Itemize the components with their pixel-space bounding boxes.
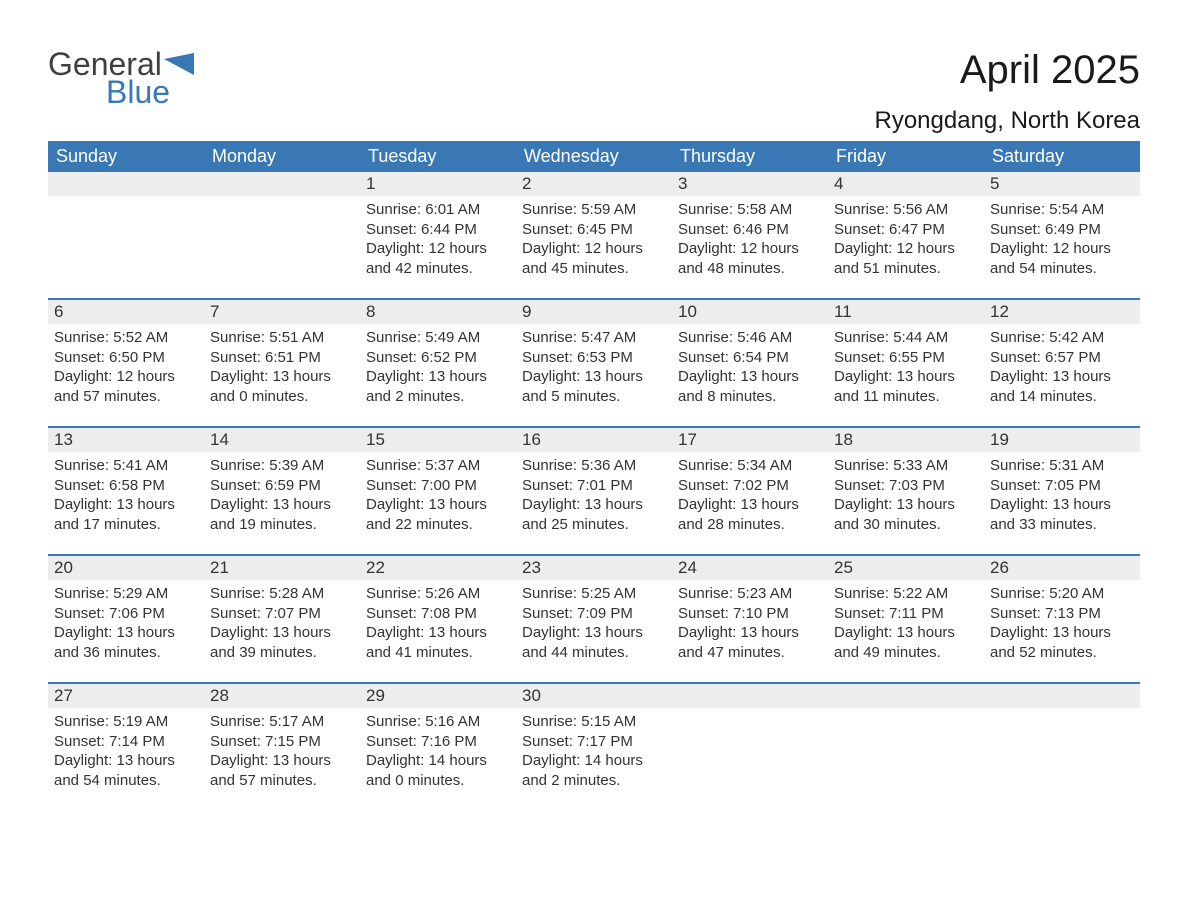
day-detail-cell: Sunrise: 5:31 AM Sunset: 7:05 PM Dayligh… — [984, 452, 1140, 555]
daynum-row: 13141516171819 — [48, 427, 1140, 452]
logo-text: General Blue — [48, 48, 194, 108]
day-detail-cell: Sunrise: 5:47 AM Sunset: 6:53 PM Dayligh… — [516, 324, 672, 427]
logo: General Blue — [48, 48, 194, 108]
daynum-row: 12345 — [48, 172, 1140, 196]
weekday-header: Saturday — [984, 141, 1140, 172]
day-detail-cell: Sunrise: 5:58 AM Sunset: 6:46 PM Dayligh… — [672, 196, 828, 299]
day-number-cell: 15 — [360, 427, 516, 452]
day-detail-cell: Sunrise: 5:33 AM Sunset: 7:03 PM Dayligh… — [828, 452, 984, 555]
page-title: April 2025 — [875, 48, 1141, 93]
page: General Blue April 2025 Ryongdang, North… — [0, 0, 1188, 794]
calendar-head: Sunday Monday Tuesday Wednesday Thursday… — [48, 141, 1140, 172]
header-row: General Blue April 2025 Ryongdang, North… — [48, 48, 1140, 135]
day-detail-cell: Sunrise: 5:54 AM Sunset: 6:49 PM Dayligh… — [984, 196, 1140, 299]
day-detail-cell: Sunrise: 5:22 AM Sunset: 7:11 PM Dayligh… — [828, 580, 984, 683]
day-detail-cell: Sunrise: 5:42 AM Sunset: 6:57 PM Dayligh… — [984, 324, 1140, 427]
day-number-cell — [48, 172, 204, 196]
day-detail-cell: Sunrise: 5:52 AM Sunset: 6:50 PM Dayligh… — [48, 324, 204, 427]
day-detail-cell: Sunrise: 5:46 AM Sunset: 6:54 PM Dayligh… — [672, 324, 828, 427]
day-detail-cell: Sunrise: 5:44 AM Sunset: 6:55 PM Dayligh… — [828, 324, 984, 427]
weekday-header: Thursday — [672, 141, 828, 172]
day-detail-cell: Sunrise: 5:49 AM Sunset: 6:52 PM Dayligh… — [360, 324, 516, 427]
weekday-header: Sunday — [48, 141, 204, 172]
day-number-cell — [984, 683, 1140, 708]
day-number-cell — [672, 683, 828, 708]
weekday-header: Friday — [828, 141, 984, 172]
day-number-cell: 14 — [204, 427, 360, 452]
day-number-cell: 10 — [672, 299, 828, 324]
day-detail-cell — [984, 708, 1140, 794]
day-detail-cell: Sunrise: 5:20 AM Sunset: 7:13 PM Dayligh… — [984, 580, 1140, 683]
day-number-cell: 22 — [360, 555, 516, 580]
day-number-cell: 18 — [828, 427, 984, 452]
day-number-cell — [828, 683, 984, 708]
day-number-cell: 1 — [360, 172, 516, 196]
day-number-cell: 4 — [828, 172, 984, 196]
calendar-body: 12345Sunrise: 6:01 AM Sunset: 6:44 PM Da… — [48, 172, 1140, 794]
page-subtitle: Ryongdang, North Korea — [875, 107, 1141, 135]
day-number-cell: 25 — [828, 555, 984, 580]
detail-row: Sunrise: 5:52 AM Sunset: 6:50 PM Dayligh… — [48, 324, 1140, 427]
day-detail-cell: Sunrise: 5:28 AM Sunset: 7:07 PM Dayligh… — [204, 580, 360, 683]
day-detail-cell: Sunrise: 5:37 AM Sunset: 7:00 PM Dayligh… — [360, 452, 516, 555]
day-number-cell: 8 — [360, 299, 516, 324]
day-detail-cell: Sunrise: 5:19 AM Sunset: 7:14 PM Dayligh… — [48, 708, 204, 794]
day-detail-cell — [204, 196, 360, 299]
day-number-cell: 5 — [984, 172, 1140, 196]
day-detail-cell: Sunrise: 5:23 AM Sunset: 7:10 PM Dayligh… — [672, 580, 828, 683]
day-number-cell: 16 — [516, 427, 672, 452]
logo-word2: Blue — [106, 76, 194, 108]
day-number-cell: 26 — [984, 555, 1140, 580]
day-number-cell: 24 — [672, 555, 828, 580]
day-detail-cell: Sunrise: 5:26 AM Sunset: 7:08 PM Dayligh… — [360, 580, 516, 683]
day-detail-cell: Sunrise: 5:29 AM Sunset: 7:06 PM Dayligh… — [48, 580, 204, 683]
day-number-cell: 9 — [516, 299, 672, 324]
weekday-header: Tuesday — [360, 141, 516, 172]
day-number-cell: 3 — [672, 172, 828, 196]
day-detail-cell: Sunrise: 5:36 AM Sunset: 7:01 PM Dayligh… — [516, 452, 672, 555]
day-detail-cell: Sunrise: 5:16 AM Sunset: 7:16 PM Dayligh… — [360, 708, 516, 794]
day-number-cell: 12 — [984, 299, 1140, 324]
day-number-cell: 7 — [204, 299, 360, 324]
detail-row: Sunrise: 5:29 AM Sunset: 7:06 PM Dayligh… — [48, 580, 1140, 683]
day-number-cell: 13 — [48, 427, 204, 452]
daynum-row: 6789101112 — [48, 299, 1140, 324]
weekday-row: Sunday Monday Tuesday Wednesday Thursday… — [48, 141, 1140, 172]
daynum-row: 27282930 — [48, 683, 1140, 708]
day-detail-cell — [672, 708, 828, 794]
day-number-cell: 28 — [204, 683, 360, 708]
day-detail-cell: Sunrise: 5:59 AM Sunset: 6:45 PM Dayligh… — [516, 196, 672, 299]
day-number-cell: 2 — [516, 172, 672, 196]
day-detail-cell: Sunrise: 5:39 AM Sunset: 6:59 PM Dayligh… — [204, 452, 360, 555]
day-number-cell: 11 — [828, 299, 984, 324]
day-number-cell: 20 — [48, 555, 204, 580]
day-detail-cell: Sunrise: 5:17 AM Sunset: 7:15 PM Dayligh… — [204, 708, 360, 794]
detail-row: Sunrise: 6:01 AM Sunset: 6:44 PM Dayligh… — [48, 196, 1140, 299]
weekday-header: Wednesday — [516, 141, 672, 172]
day-detail-cell — [48, 196, 204, 299]
day-number-cell: 6 — [48, 299, 204, 324]
day-number-cell — [204, 172, 360, 196]
day-number-cell: 30 — [516, 683, 672, 708]
detail-row: Sunrise: 5:41 AM Sunset: 6:58 PM Dayligh… — [48, 452, 1140, 555]
calendar-table: Sunday Monday Tuesday Wednesday Thursday… — [48, 141, 1140, 794]
day-number-cell: 29 — [360, 683, 516, 708]
day-detail-cell: Sunrise: 5:56 AM Sunset: 6:47 PM Dayligh… — [828, 196, 984, 299]
day-number-cell: 23 — [516, 555, 672, 580]
title-block: April 2025 Ryongdang, North Korea — [875, 48, 1141, 135]
day-number-cell: 17 — [672, 427, 828, 452]
weekday-header: Monday — [204, 141, 360, 172]
day-number-cell: 19 — [984, 427, 1140, 452]
daynum-row: 20212223242526 — [48, 555, 1140, 580]
day-detail-cell: Sunrise: 5:25 AM Sunset: 7:09 PM Dayligh… — [516, 580, 672, 683]
day-detail-cell: Sunrise: 6:01 AM Sunset: 6:44 PM Dayligh… — [360, 196, 516, 299]
day-number-cell: 21 — [204, 555, 360, 580]
day-detail-cell: Sunrise: 5:34 AM Sunset: 7:02 PM Dayligh… — [672, 452, 828, 555]
day-detail-cell: Sunrise: 5:41 AM Sunset: 6:58 PM Dayligh… — [48, 452, 204, 555]
day-detail-cell: Sunrise: 5:51 AM Sunset: 6:51 PM Dayligh… — [204, 324, 360, 427]
day-detail-cell — [828, 708, 984, 794]
detail-row: Sunrise: 5:19 AM Sunset: 7:14 PM Dayligh… — [48, 708, 1140, 794]
day-number-cell: 27 — [48, 683, 204, 708]
day-detail-cell: Sunrise: 5:15 AM Sunset: 7:17 PM Dayligh… — [516, 708, 672, 794]
